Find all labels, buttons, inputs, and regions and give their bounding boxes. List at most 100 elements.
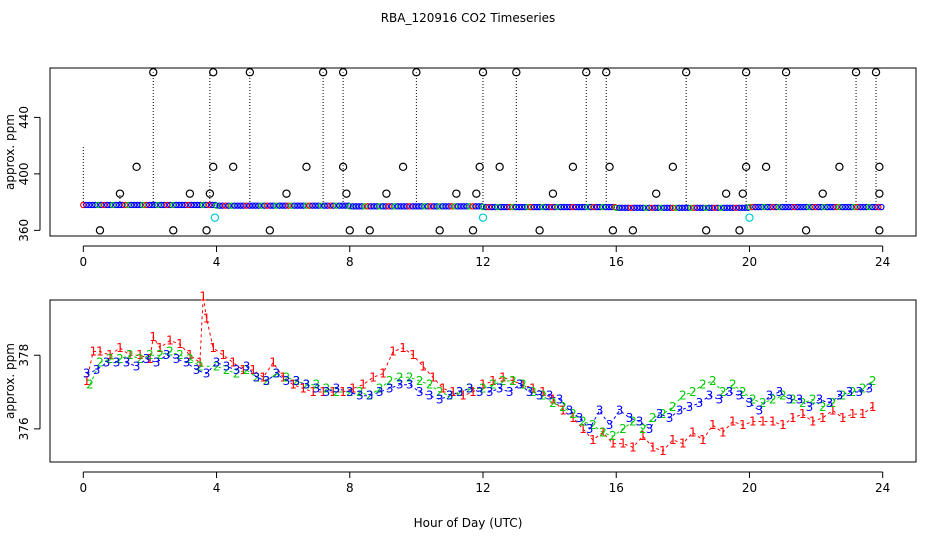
outlier-marker xyxy=(835,162,844,172)
series-2-point: 2 xyxy=(386,374,394,388)
baseline-point xyxy=(542,203,550,211)
baseline-point xyxy=(373,203,380,210)
baseline-point xyxy=(312,202,319,209)
series-2-point: 2 xyxy=(376,381,384,395)
series-3-point: 3 xyxy=(243,359,251,373)
baseline-point xyxy=(122,201,129,209)
series-1-point: 1 xyxy=(519,378,527,392)
series-2-point: 2 xyxy=(456,385,464,399)
baseline-point xyxy=(439,203,446,210)
outlier-marker xyxy=(875,226,884,235)
series-3-point: 3 xyxy=(746,396,754,410)
baseline-point xyxy=(264,202,271,209)
baseline-point xyxy=(839,203,846,211)
series-1-point: 1 xyxy=(186,348,194,362)
top-y-axis: 360 400 440 xyxy=(17,106,41,242)
series-3-point: 3 xyxy=(416,385,424,399)
baseline-point xyxy=(303,202,310,209)
baseline-point xyxy=(173,201,180,209)
series-1-point: 1 xyxy=(369,370,377,384)
series-2-point: 2 xyxy=(849,385,857,399)
top-y-tick-label: 440 xyxy=(17,106,31,129)
series-3-point: 3 xyxy=(536,389,544,403)
series-2-point: 2 xyxy=(406,370,414,384)
baseline-point xyxy=(872,203,879,211)
baseline-point xyxy=(197,201,204,209)
baseline-point xyxy=(255,202,262,209)
baseline-point xyxy=(339,202,346,209)
baseline-point xyxy=(494,203,502,211)
baseline-point xyxy=(285,202,292,209)
series-2-point: 2 xyxy=(106,352,114,366)
outlier-marker xyxy=(851,68,861,77)
series-1-point: 1 xyxy=(659,444,667,458)
baseline-point xyxy=(803,203,810,211)
series-1-point: 1 xyxy=(819,411,827,425)
baseline-point xyxy=(818,203,825,211)
series-1-point: 1 xyxy=(689,426,697,440)
baseline-point xyxy=(140,201,147,209)
baseline-point xyxy=(179,201,186,209)
series-1-point: 1 xyxy=(489,374,497,388)
top-x-axis: 0 4 8 12 16 20 24 xyxy=(79,245,890,269)
series-1-point: 1 xyxy=(146,352,154,366)
outlier-marker xyxy=(382,189,391,198)
baseline-point xyxy=(225,202,232,209)
series-3-point: 3 xyxy=(636,415,644,429)
chart-title: RBA_120916 CO2 Timeseries xyxy=(381,11,556,25)
series-2-point: 2 xyxy=(273,367,281,381)
series-3-point: 3 xyxy=(193,363,201,377)
outlier-marker xyxy=(149,68,158,77)
series4-marker xyxy=(745,213,754,222)
baseline-point xyxy=(191,201,198,209)
baseline-point xyxy=(361,203,368,210)
series-3-point: 3 xyxy=(826,396,834,410)
baseline-point xyxy=(842,203,849,211)
series-3-point: 3 xyxy=(866,381,874,395)
outlier-marker xyxy=(202,226,211,235)
baseline-point xyxy=(634,204,641,211)
baseline-point xyxy=(430,203,437,210)
bottom-x-tick-label: 8 xyxy=(346,481,354,495)
series-3-point: 3 xyxy=(366,389,374,403)
top-markers-layer xyxy=(95,68,884,235)
series-2-point: 2 xyxy=(323,381,331,395)
outlier-marker xyxy=(338,162,348,172)
baseline-point xyxy=(678,204,686,211)
series-3-point: 3 xyxy=(606,418,614,432)
series-1-point: 1 xyxy=(429,370,437,384)
series-3-point: 3 xyxy=(456,385,464,399)
baseline-point xyxy=(785,203,792,211)
series-1-point: 1 xyxy=(669,433,677,447)
series-2-point: 2 xyxy=(136,352,144,366)
baseline-point xyxy=(729,204,737,211)
baseline-point xyxy=(485,203,493,211)
series-1-point: 1 xyxy=(529,381,537,395)
series-2-point: 2 xyxy=(146,348,154,362)
baseline-point xyxy=(735,204,743,211)
series-1-point: 1 xyxy=(359,378,367,392)
baseline-point xyxy=(714,204,722,211)
baseline-point xyxy=(222,202,229,209)
series-2-point: 2 xyxy=(729,378,737,392)
series-1-point: 1 xyxy=(639,429,647,443)
baseline-point xyxy=(717,204,725,211)
baseline-point xyxy=(690,204,698,211)
series-2-point: 2 xyxy=(829,396,837,410)
baseline-point xyxy=(472,203,479,210)
series-1-point: 1 xyxy=(419,359,427,373)
baseline-point xyxy=(297,202,304,209)
series-2-point: 2 xyxy=(529,385,537,399)
baseline-point xyxy=(866,203,873,211)
outlier-marker xyxy=(681,68,691,77)
baseline-point xyxy=(288,202,295,209)
baseline-point xyxy=(457,203,464,210)
series-2-point: 2 xyxy=(789,392,797,406)
outlier-marker xyxy=(535,226,544,235)
baseline-point xyxy=(300,202,307,209)
baseline-point xyxy=(596,203,604,211)
baseline-point xyxy=(104,201,111,209)
series-3-point: 3 xyxy=(323,385,331,399)
outlier-marker xyxy=(132,162,141,172)
outlier-marker xyxy=(169,226,178,235)
